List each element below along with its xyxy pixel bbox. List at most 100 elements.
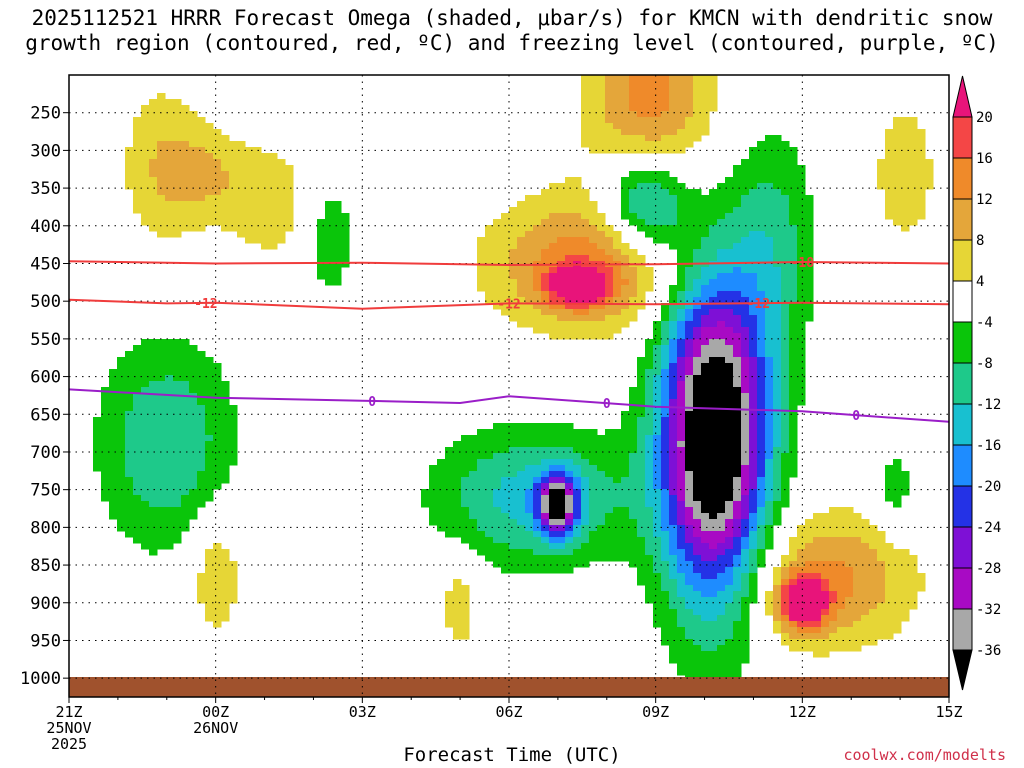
omega-cell (197, 141, 206, 148)
omega-cell (765, 153, 774, 160)
omega-cell (165, 459, 174, 466)
omega-cell (725, 177, 734, 184)
omega-cell (669, 429, 678, 436)
omega-cell (701, 201, 710, 208)
omega-cell (221, 189, 230, 196)
omega-cell (789, 219, 798, 226)
omega-cell (725, 243, 734, 250)
omega-cell (781, 267, 790, 274)
omega-cell (125, 177, 134, 184)
omega-cell (485, 279, 494, 286)
omega-cell (589, 249, 598, 256)
omega-cell (141, 405, 150, 412)
omega-cell (213, 159, 222, 166)
omega-cell (661, 453, 670, 460)
omega-cell (701, 321, 710, 328)
omega-cell (805, 621, 814, 628)
omega-cell (645, 87, 654, 94)
omega-cell (605, 309, 614, 316)
omega-cell (701, 303, 710, 310)
omega-cell (221, 213, 230, 220)
omega-cell (709, 81, 718, 88)
omega-cell (669, 651, 678, 658)
omega-cell (541, 429, 550, 436)
omega-cell (101, 405, 110, 412)
omega-cell (829, 597, 838, 604)
omega-cell (317, 255, 326, 262)
omega-cell (805, 537, 814, 544)
omega-cell (645, 273, 654, 280)
omega-cell (837, 513, 846, 520)
omega-cell (709, 381, 718, 388)
omega-cell (269, 189, 278, 196)
omega-cell (445, 501, 454, 508)
omega-cell (677, 273, 686, 280)
omega-cell (157, 99, 166, 106)
omega-cell (229, 579, 238, 586)
omega-cell (221, 219, 230, 226)
omega-cell (773, 315, 782, 322)
omega-cell (845, 555, 854, 562)
omega-cell (717, 279, 726, 286)
omega-cell (493, 219, 502, 226)
omega-cell (757, 381, 766, 388)
omega-cell (725, 573, 734, 580)
omega-cell (669, 297, 678, 304)
omega-cell (845, 627, 854, 634)
omega-cell (605, 243, 614, 250)
omega-cell (469, 525, 478, 532)
omega-cell (725, 471, 734, 478)
omega-cell (693, 531, 702, 538)
omega-cell (693, 657, 702, 664)
omega-cell (109, 453, 118, 460)
omega-cell (685, 411, 694, 418)
omega-cell (557, 453, 566, 460)
omega-cell (717, 585, 726, 592)
omega-cell (253, 219, 262, 226)
omega-cell (277, 177, 286, 184)
omega-cell (717, 285, 726, 292)
omega-cell (133, 129, 142, 136)
omega-cell (893, 627, 902, 634)
omega-cell (181, 417, 190, 424)
omega-cell (821, 549, 830, 556)
omega-cell (117, 405, 126, 412)
omega-cell (477, 507, 486, 514)
omega-cell (765, 249, 774, 256)
omega-cell (717, 459, 726, 466)
colorbar-bottom-arrow (952, 649, 973, 691)
omega-cell (205, 453, 214, 460)
omega-cell (173, 387, 182, 394)
omega-cell (653, 201, 662, 208)
omega-cell (653, 597, 662, 604)
omega-cell (181, 351, 190, 358)
omega-cell (893, 471, 902, 478)
omega-cell (213, 561, 222, 568)
omega-cell (733, 621, 742, 628)
omega-cell (341, 231, 350, 238)
omega-cell (581, 501, 590, 508)
omega-cell (165, 471, 174, 478)
omega-cell (709, 531, 718, 538)
omega-cell (621, 285, 630, 292)
omega-cell (517, 213, 526, 220)
omega-cell (733, 231, 742, 238)
omega-cell (533, 465, 542, 472)
omega-cell (565, 315, 574, 322)
omega-cell (701, 411, 710, 418)
omega-cell (157, 111, 166, 118)
omega-cell (613, 519, 622, 526)
omega-cell (893, 477, 902, 484)
omega-cell (109, 393, 118, 400)
omega-cell (629, 549, 638, 556)
omega-cell (853, 627, 862, 634)
omega-cell (493, 561, 502, 568)
omega-cell (149, 477, 158, 484)
omega-cell (501, 471, 510, 478)
omega-cell (517, 495, 526, 502)
omega-cell (525, 195, 534, 202)
omega-cell (741, 261, 750, 268)
omega-cell (157, 453, 166, 460)
omega-cell (573, 471, 582, 478)
omega-cell (669, 531, 678, 538)
